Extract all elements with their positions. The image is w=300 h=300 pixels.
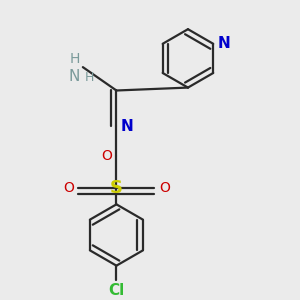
Text: O: O [101, 149, 112, 163]
Text: Cl: Cl [108, 283, 124, 298]
Text: O: O [159, 181, 170, 195]
Text: O: O [63, 181, 74, 195]
Text: N: N [218, 36, 230, 51]
Text: N: N [69, 69, 80, 84]
Text: H: H [84, 70, 94, 84]
Text: S: S [110, 179, 123, 197]
Text: N: N [121, 119, 134, 134]
Text: H: H [70, 52, 80, 66]
